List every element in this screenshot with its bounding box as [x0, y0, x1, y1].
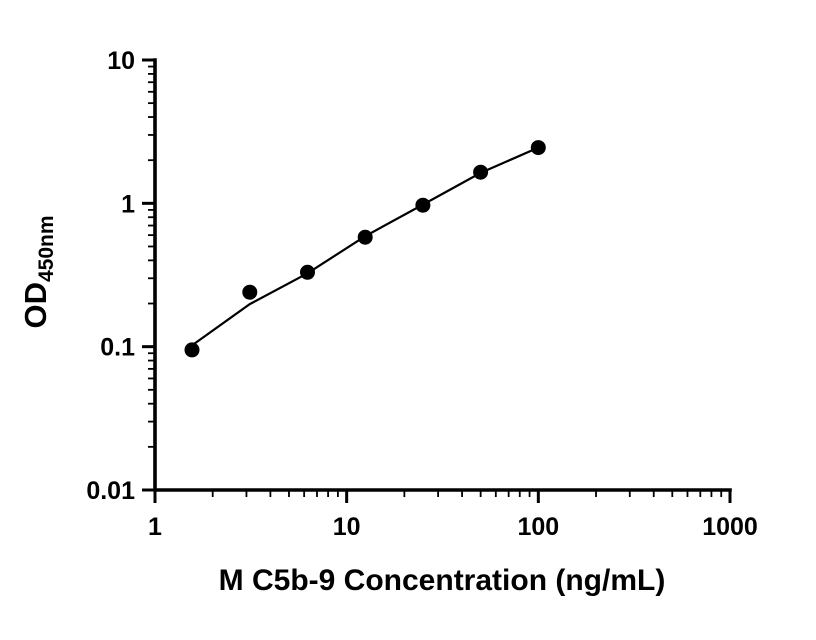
fit-line: [191, 146, 539, 347]
data-point: [300, 264, 315, 280]
y-tick-label: 0.1: [100, 334, 135, 362]
y-tick-label: 1: [121, 190, 135, 218]
y-axis-title-main: OD: [18, 282, 53, 329]
y-axis-title: OD450nm: [18, 215, 58, 328]
axis-lines: [153, 58, 732, 492]
axes: [153, 58, 732, 492]
tick-labels: 1 10 100 1000 0.01 0.1 1 10: [86, 47, 757, 541]
y-axis-title-sub: 450nm: [35, 215, 58, 282]
axis-ticks: [142, 58, 732, 503]
data-point: [473, 164, 489, 180]
y-tick-label: 0.01: [86, 477, 135, 505]
x-axis-title: M C5b-9 Concentration (ng/mL): [219, 564, 666, 597]
data-point: [415, 197, 431, 213]
x-tick-label: 10: [333, 513, 361, 541]
data-point: [357, 229, 373, 245]
x-tick-label: 100: [517, 513, 559, 541]
data-series: [184, 140, 546, 358]
x-tick-label: 1: [148, 513, 162, 541]
x-tick-label: 1000: [702, 513, 758, 541]
data-point: [242, 284, 258, 300]
data-point: [530, 140, 546, 156]
data-point: [184, 342, 200, 358]
y-tick-label: 10: [107, 47, 135, 75]
